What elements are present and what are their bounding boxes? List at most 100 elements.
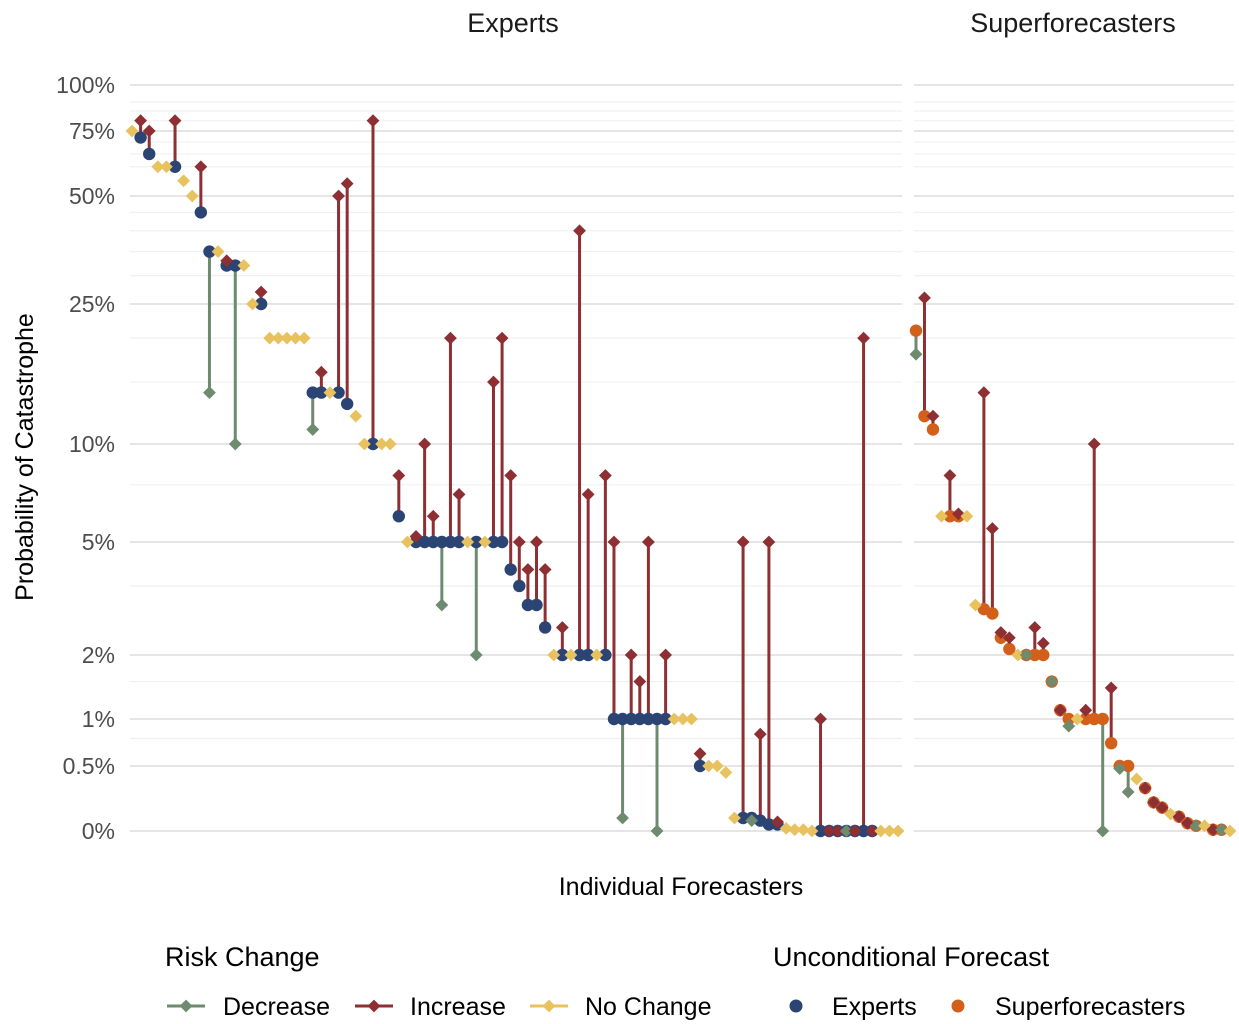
gridlines (130, 84, 1234, 832)
conditional-forecast-point (504, 469, 518, 482)
legend-title-risk-change: Risk Change (165, 942, 320, 972)
conditional-forecast-point (1223, 824, 1237, 838)
conditional-forecast-point (383, 437, 397, 451)
legend-key-no-change (530, 999, 568, 1013)
conditional-forecast-point (882, 824, 896, 838)
y-tick-label: 0% (82, 818, 115, 844)
conditional-forecast-point (719, 766, 733, 779)
conditional-forecast-point (839, 824, 853, 838)
conditional-forecast-point (624, 648, 638, 662)
conditional-forecast-point (263, 331, 277, 345)
conditional-forecast-point (1172, 810, 1186, 824)
unconditional-forecast-point (918, 409, 931, 423)
conditional-forecast-point (280, 331, 294, 345)
conditional-forecast-point (452, 488, 466, 501)
unconditional-forecast-point (495, 535, 509, 549)
y-tick-label: 10% (69, 431, 115, 457)
unconditional-forecast-point (418, 535, 431, 549)
conditional-forecast-point (788, 823, 802, 837)
conditional-forecast-point (1019, 648, 1033, 662)
unconditional-forecast-point (513, 579, 526, 593)
conditional-forecast-point (142, 124, 156, 138)
conditional-forecast-point (848, 824, 862, 838)
unconditional-forecast-point (470, 535, 483, 549)
unconditional-forecast-point (633, 712, 646, 726)
conditional-forecast-point (822, 824, 836, 838)
conditional-forecast-point (969, 598, 982, 612)
conditional-forecast-point (857, 331, 870, 345)
unconditional-forecast-point (168, 160, 182, 173)
legend-key-diamond (179, 999, 193, 1013)
conditional-forecast-point (831, 824, 845, 838)
legend-label-superforecasters: Superforecasters (995, 993, 1185, 1021)
conditional-forecast-point (1096, 824, 1110, 838)
conditional-forecast-point (926, 409, 940, 423)
conditional-forecast-point (194, 160, 208, 174)
conditional-forecast-point (1062, 719, 1076, 733)
legend-label-experts: Experts (832, 993, 917, 1021)
unconditional-forecast-point (581, 648, 595, 662)
conditional-forecast-point (203, 386, 216, 399)
conditional-forecast-point (1028, 621, 1042, 634)
conditional-forecast-point (909, 347, 923, 361)
y-tick-label: 5% (82, 529, 115, 555)
legend-key-decrease (167, 999, 205, 1013)
legend-label-no-change: No Change (585, 993, 711, 1021)
unconditional-forecast-point (1028, 648, 1042, 662)
conditional-forecast-point (865, 824, 879, 838)
conditional-forecast-point (1079, 703, 1093, 717)
unconditional-forecast-point (857, 824, 870, 838)
conditional-forecast-point (1147, 796, 1161, 809)
conditional-forecast-point (151, 160, 165, 174)
conditional-forecast-point (607, 535, 621, 549)
conditional-forecast-point (211, 245, 225, 258)
conditional-forecast-point (977, 386, 991, 399)
conditional-forecast-point (943, 469, 957, 482)
conditional-forecast-point (918, 291, 931, 305)
conditional-forecast-point (228, 437, 242, 451)
unconditional-forecast-point (521, 598, 535, 612)
conditional-forecast-point (659, 648, 673, 662)
unconditional-forecast-point (203, 245, 216, 258)
conditional-forecast-point (753, 727, 767, 741)
conditional-forecast-point (409, 530, 423, 543)
conditional-forecast-point (444, 331, 457, 345)
unconditional-forecast-point (607, 712, 621, 726)
conditional-forecast-point (332, 189, 345, 203)
unconditional-forecast-point (926, 423, 940, 436)
conditional-forecast-point (392, 469, 406, 482)
conditional-forecast-point (125, 124, 139, 138)
y-tick-label: 75% (69, 118, 115, 144)
unconditional-forecast-point (1079, 712, 1092, 726)
conditional-forecast-point (246, 297, 259, 311)
y-axis-title: Probability of Catastrophe (11, 313, 39, 601)
conditional-forecast-point (512, 535, 526, 549)
legend-title-unconditional: Unconditional Forecast (773, 942, 1050, 972)
conditional-forecast-point (581, 488, 595, 501)
conditional-forecast-point (521, 563, 535, 576)
conditional-forecast-point (745, 814, 759, 827)
unconditional-forecast-point (254, 297, 268, 311)
conditional-forecast-point (1036, 636, 1050, 650)
conditional-forecast-point (814, 712, 827, 726)
unconditional-forecast-point (986, 607, 999, 620)
conditional-forecast-point (357, 437, 371, 451)
unconditional-forecast-point (332, 386, 345, 399)
unconditional-forecast-point (504, 563, 517, 576)
conditional-forecast-point (478, 535, 492, 549)
change-segments (139, 120, 1130, 831)
conditional-forecast-point (685, 712, 698, 726)
conditional-forecast-point (805, 824, 819, 838)
y-tick-label: 1% (82, 706, 115, 732)
conditional-forecast-point (676, 712, 690, 726)
unconditional-forecast-point (1062, 712, 1075, 726)
y-tick-label: 100% (56, 72, 115, 98)
legend: Risk Change Unconditional Forecast Decre… (165, 942, 1185, 1021)
conditional-forecast-point (185, 189, 199, 203)
conditional-forecast-point (314, 365, 328, 379)
conditional-forecast-point (1155, 801, 1169, 814)
unconditional-forecast-point (194, 206, 208, 219)
unconditional-forecast-point (134, 131, 147, 144)
conditional-forecast-point (1045, 675, 1059, 688)
unconditional-forecast-point (1088, 712, 1101, 726)
